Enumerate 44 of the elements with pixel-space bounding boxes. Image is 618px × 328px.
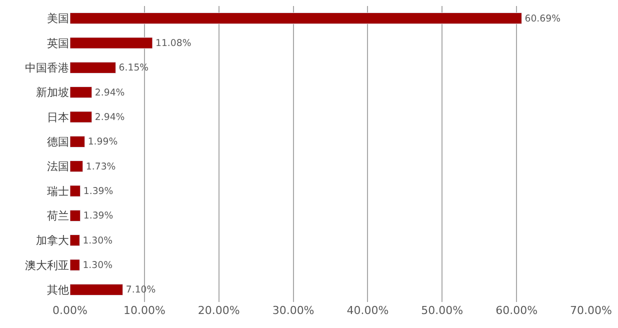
x-tick-label: 60.00% bbox=[496, 304, 538, 317]
data-label: 1.39% bbox=[83, 186, 114, 197]
data-label: 1.73% bbox=[86, 161, 116, 172]
data-label: 2.94% bbox=[94, 112, 125, 123]
bar bbox=[70, 136, 86, 148]
data-label: 1.39% bbox=[83, 210, 114, 222]
y-tick-label: 中国香港 bbox=[25, 62, 69, 75]
data-label: 1.30% bbox=[82, 260, 113, 271]
bar bbox=[70, 12, 522, 24]
x-tick-label: 40.00% bbox=[346, 304, 389, 317]
y-tick-label: 荷兰 bbox=[47, 210, 69, 223]
data-label: 2.94% bbox=[94, 87, 125, 98]
y-tick-label: 德国 bbox=[47, 136, 69, 149]
bar bbox=[70, 234, 80, 246]
data-label: 1.30% bbox=[82, 235, 113, 246]
y-tick-label: 加拿大 bbox=[36, 234, 69, 248]
data-label: 1.99% bbox=[88, 136, 118, 148]
bar bbox=[70, 111, 92, 123]
data-label: 7.10% bbox=[126, 284, 156, 296]
bar bbox=[70, 37, 153, 49]
x-tick-label: 0.00% bbox=[52, 304, 88, 317]
bar bbox=[70, 210, 81, 222]
bar bbox=[70, 185, 81, 197]
bar bbox=[70, 62, 116, 74]
x-tick-label: 70.00% bbox=[570, 304, 612, 317]
y-tick-label: 新加坡 bbox=[36, 86, 69, 100]
x-tick-label: 30.00% bbox=[272, 304, 314, 317]
bar bbox=[70, 86, 92, 98]
y-tick-label: 日本 bbox=[47, 110, 69, 124]
x-tick-label: 10.00% bbox=[123, 304, 166, 317]
y-tick-label: 美国 bbox=[47, 12, 69, 26]
y-tick-label: 澳大利亚 bbox=[25, 258, 69, 272]
data-label: 11.08% bbox=[156, 38, 192, 49]
data-label: 6.15% bbox=[118, 62, 149, 74]
y-tick-label: 英国 bbox=[47, 36, 69, 50]
data-label: 60.69% bbox=[524, 13, 561, 24]
bar bbox=[70, 160, 84, 172]
y-tick-label: 瑞士 bbox=[47, 184, 69, 198]
x-tick-label: 50.00% bbox=[421, 304, 464, 317]
y-tick-label: 法国 bbox=[47, 160, 69, 174]
bar bbox=[70, 259, 80, 271]
x-tick-label: 20.00% bbox=[198, 304, 240, 317]
y-tick-label: 其他 bbox=[47, 284, 69, 297]
bar bbox=[70, 284, 124, 296]
